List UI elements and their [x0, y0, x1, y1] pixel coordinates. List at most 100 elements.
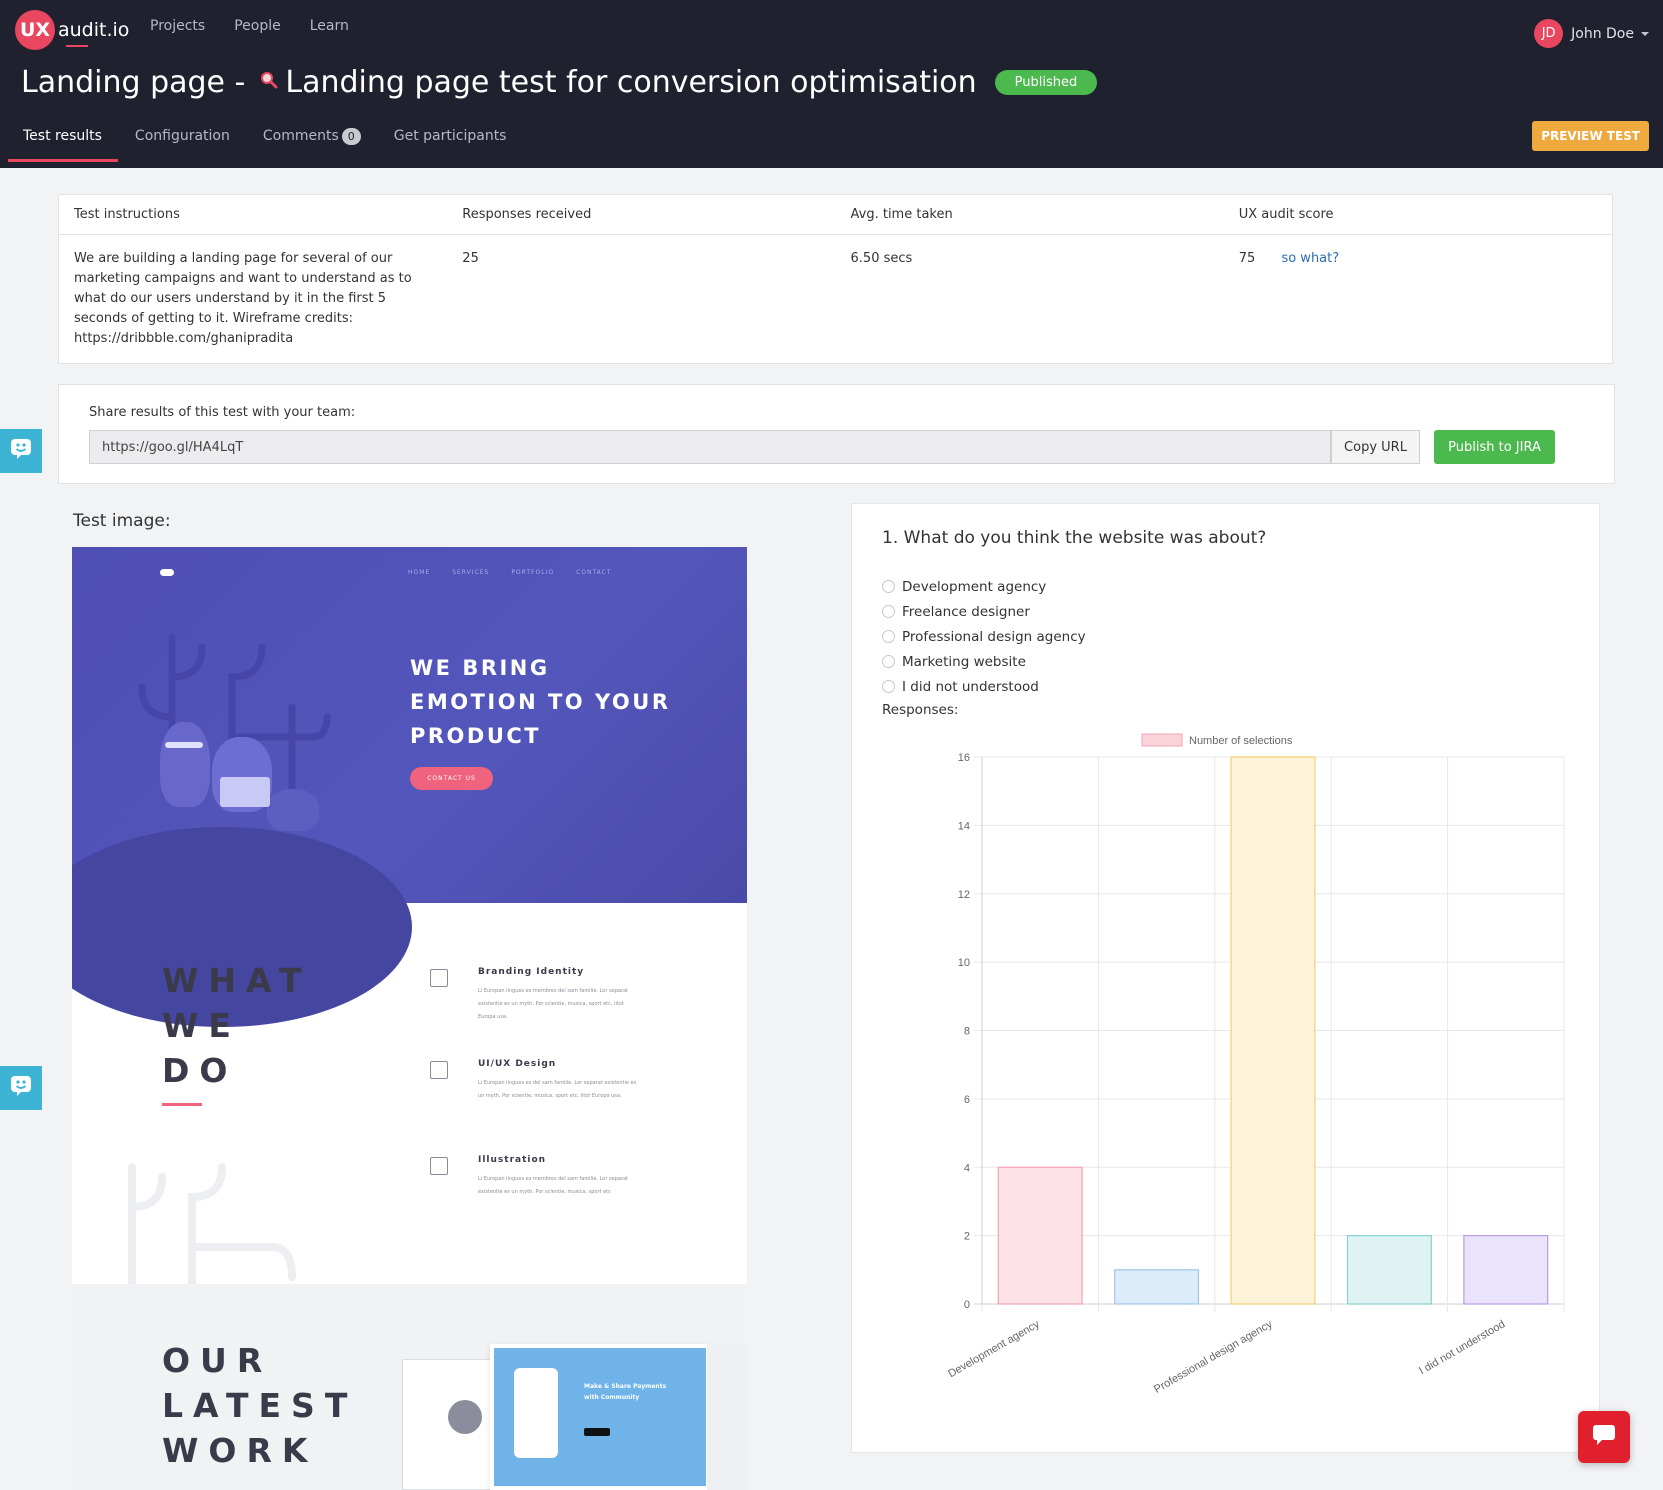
mock-nav-item: PORTFOLIO [511, 569, 555, 576]
mock-hero-line: WE BRING [410, 656, 550, 680]
header-test-instructions: Test instructions [74, 207, 180, 222]
avg-time-value: 6.50 secs [850, 251, 913, 266]
radio-button[interactable] [882, 630, 895, 643]
mock-device-center: Make & Share Payments with Community [490, 1344, 710, 1490]
bar-freelance-designer [1114, 1269, 1200, 1305]
nav-people[interactable]: People [234, 18, 281, 34]
ux-audit-score-cell: 75 so what? [1224, 249, 1612, 349]
mock-device-line: Make & Share Payments [584, 1383, 667, 1390]
nav-projects[interactable]: Projects [150, 18, 206, 34]
tab-comments[interactable]: Comments 0 [248, 118, 377, 162]
mock-branch-decoration-light [128, 1163, 296, 1287]
legend-swatch [1141, 733, 1183, 747]
mock-appstore-badge [584, 1428, 610, 1436]
app-header: UX audit.io Projects People Learn JD Joh… [0, 0, 1663, 168]
mock-hero-heading: WE BRING EMOTION TO YOUR PRODUCT [410, 651, 671, 753]
test-image-label: Test image: [73, 511, 171, 531]
so-what-link[interactable]: so what? [1281, 251, 1340, 266]
top-nav: Projects People Learn [150, 18, 349, 34]
tab-label: Comments [262, 128, 339, 144]
page-title: Landing page - Landing page test for con… [21, 65, 1098, 100]
test-summary-panel: Test instructions Responses received Avg… [58, 194, 1613, 364]
status-badge: Published [994, 70, 1098, 95]
mock-heading-line: WE [162, 1006, 241, 1045]
responses-label: Responses: [882, 702, 959, 718]
publish-to-jira-button[interactable]: Publish to JIRA [1434, 430, 1555, 464]
radio-button[interactable] [882, 580, 895, 593]
radio-button[interactable] [882, 655, 895, 668]
share-panel: Share results of this test with your tea… [58, 384, 1615, 484]
chat-bubble-icon [1592, 1424, 1616, 1450]
x-tick-label: I did not understood [1417, 1318, 1507, 1377]
user-menu[interactable]: JD John Doe [1534, 19, 1649, 48]
summary-value-row: We are building a landing page for sever… [59, 235, 1612, 349]
header-avg-time: Avg. time taken [850, 207, 953, 222]
feedback-tab-top[interactable] [0, 429, 42, 473]
mock-service-text: Li Europan lingues es membres del sam fa… [478, 1176, 629, 1195]
mock-device-line: with Community [584, 1394, 640, 1401]
comment-count-badge: 0 [341, 128, 361, 145]
question-title: 1. What do you think the website was abo… [882, 528, 1267, 548]
bar-i-did-not-understood [1463, 1235, 1549, 1305]
test-instructions-text: We are building a landing page for sever… [74, 251, 412, 346]
nav-learn[interactable]: Learn [309, 18, 349, 34]
summary-header-row: Test instructions Responses received Avg… [59, 195, 1612, 235]
radio-button[interactable] [882, 680, 895, 693]
mock-heading-line: OUR [162, 1341, 273, 1380]
option-professional-design-agency[interactable]: Professional design agency [882, 624, 1086, 649]
mock-service-title: UI/UX Design [478, 1059, 557, 1069]
copy-url-button[interactable]: Copy URL [1331, 430, 1420, 464]
option-label: Freelance designer [902, 603, 1030, 620]
mock-contact-button: CONTACT US [410, 767, 493, 790]
header-responses-received: Responses received [462, 207, 592, 222]
mock-heading-line: LATEST [162, 1386, 358, 1425]
mock-device-text: Make & Share Payments with Community [584, 1381, 666, 1403]
y-tick-label: 4 [964, 1162, 970, 1174]
page-title-prefix: Landing page - [21, 65, 246, 100]
legend-label: Number of selections [1189, 735, 1293, 747]
share-url-field[interactable] [89, 430, 1331, 464]
option-did-not-understood[interactable]: I did not understood [882, 674, 1086, 699]
mock-hero-line: EMOTION TO YOUR [410, 690, 671, 714]
mock-hero-line: PRODUCT [410, 724, 542, 748]
radio-button[interactable] [882, 605, 895, 618]
mock-heading-line: WHAT [162, 961, 312, 1000]
option-freelance-designer[interactable]: Freelance designer [882, 599, 1086, 624]
tab-bar: Test results Configuration Comments 0 Get… [8, 118, 524, 162]
mock-nav-item: CONTACT [576, 569, 612, 576]
chat-launcher[interactable] [1578, 1411, 1630, 1463]
mock-service-text: Li Europan lingues es del sam familie. L… [478, 1080, 637, 1099]
mock-what-we-do-heading: WHAT WE DO [162, 958, 312, 1093]
mock-logo-icon [160, 569, 174, 576]
ux-audit-score-value: 75 [1238, 251, 1256, 266]
magnifier-icon [259, 70, 279, 95]
mock-service-title: Illustration [478, 1155, 547, 1165]
tab-get-participants[interactable]: Get participants [379, 118, 523, 162]
x-tick-label: Professional design agency [1152, 1318, 1275, 1396]
logo[interactable]: UX audit.io [15, 10, 129, 50]
tab-label: Get participants [393, 128, 507, 144]
preview-test-button[interactable]: PREVIEW TEST [1532, 121, 1649, 151]
mock-nav-item: HOME [408, 569, 431, 576]
header-ux-audit-score: UX audit score [1238, 207, 1334, 222]
test-image: HOME SERVICES PORTFOLIO CONTACT WE BRING… [72, 547, 747, 1490]
layout-icon [430, 1061, 448, 1079]
mock-service-text: Li Europan lingues es membres del sam fa… [478, 988, 629, 1020]
pencil-icon [430, 969, 448, 987]
logo-text: audit.io [58, 19, 130, 47]
tab-configuration[interactable]: Configuration [120, 118, 246, 162]
y-tick-label: 6 [964, 1094, 970, 1106]
answer-options: Development agency Freelance designer Pr… [882, 574, 1086, 699]
option-development-agency[interactable]: Development agency [882, 574, 1086, 599]
question-card: 1. What do you think the website was abo… [851, 503, 1600, 1453]
user-name: John Doe [1571, 25, 1634, 42]
chevron-down-icon [1641, 31, 1649, 36]
feedback-tab-bottom[interactable] [0, 1066, 42, 1110]
mock-laptop [220, 777, 270, 807]
tab-test-results[interactable]: Test results [8, 118, 118, 162]
option-marketing-website[interactable]: Marketing website [882, 649, 1086, 674]
y-tick-label: 14 [958, 820, 970, 832]
y-tick-label: 8 [964, 1026, 970, 1038]
mock-latest-work-heading: OUR LATEST WORK [162, 1338, 357, 1473]
mock-hill [72, 827, 412, 1027]
